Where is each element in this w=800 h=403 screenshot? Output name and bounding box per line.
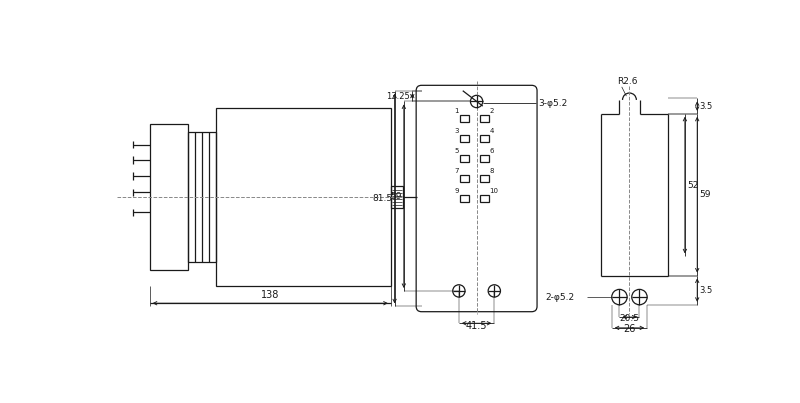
Text: 59: 59	[390, 192, 402, 201]
Text: 2: 2	[490, 108, 494, 114]
Bar	[390, 186, 403, 208]
Text: 2-φ5.2: 2-φ5.2	[546, 293, 574, 301]
Text: 41.5: 41.5	[466, 321, 487, 331]
Text: 3.5: 3.5	[699, 286, 713, 295]
Bar	[461, 155, 469, 162]
Text: 52: 52	[687, 181, 698, 189]
Bar	[216, 108, 390, 285]
Bar	[461, 135, 469, 142]
Text: 4: 4	[490, 128, 494, 134]
Text: 6: 6	[490, 148, 494, 154]
Bar	[481, 115, 489, 122]
Bar	[461, 195, 469, 202]
Text: 13.25: 13.25	[386, 91, 410, 101]
Bar	[461, 115, 469, 122]
Text: 59: 59	[699, 190, 711, 199]
Text: 81.5: 81.5	[372, 194, 392, 203]
Text: 20.5: 20.5	[619, 314, 639, 323]
Bar	[481, 175, 489, 182]
Text: 3: 3	[454, 128, 459, 134]
Bar	[150, 124, 188, 270]
Text: 26: 26	[623, 324, 636, 334]
Bar	[481, 155, 489, 162]
Text: 138: 138	[261, 290, 279, 300]
Text: 3-φ5.2: 3-φ5.2	[538, 98, 567, 108]
Text: 9: 9	[454, 188, 459, 194]
Bar	[188, 131, 216, 262]
Bar	[481, 135, 489, 142]
Text: R2.6: R2.6	[617, 77, 638, 86]
Text: 8: 8	[490, 168, 494, 174]
Text: 5: 5	[454, 148, 459, 154]
Bar	[461, 175, 469, 182]
Bar	[481, 195, 489, 202]
Text: 7: 7	[454, 168, 459, 174]
Text: 10: 10	[490, 188, 498, 194]
Text: 1: 1	[454, 108, 459, 114]
Text: 3.5: 3.5	[699, 102, 713, 110]
